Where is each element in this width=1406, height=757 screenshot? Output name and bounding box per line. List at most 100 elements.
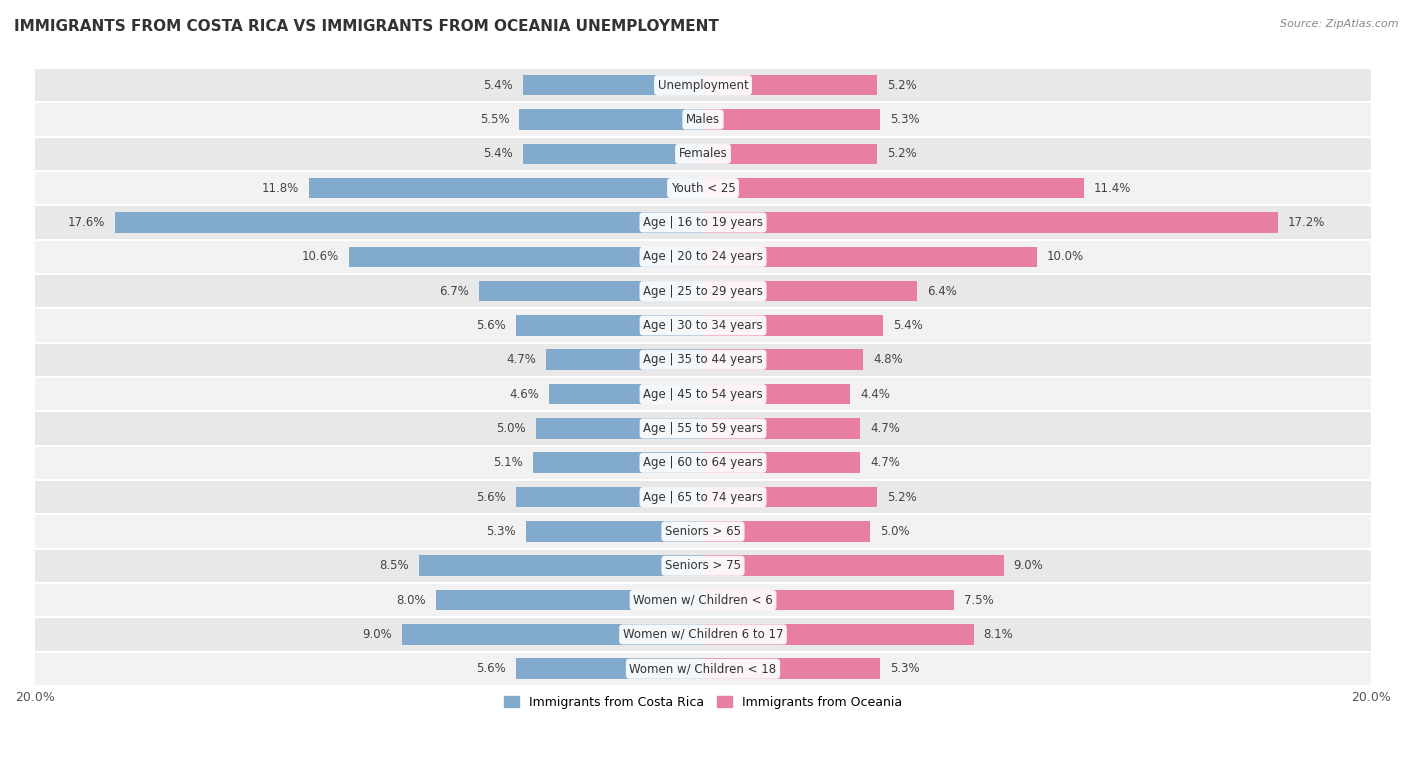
Bar: [516, 659, 703, 679]
Bar: [703, 178, 1084, 198]
Text: Seniors > 75: Seniors > 75: [665, 559, 741, 572]
Bar: [35, 480, 1371, 514]
Text: Women w/ Children 6 to 17: Women w/ Children 6 to 17: [623, 628, 783, 641]
Text: Women w/ Children < 18: Women w/ Children < 18: [630, 662, 776, 675]
Text: 9.0%: 9.0%: [1014, 559, 1043, 572]
Bar: [526, 521, 703, 542]
Text: Age | 20 to 24 years: Age | 20 to 24 years: [643, 251, 763, 263]
Text: 4.7%: 4.7%: [870, 456, 900, 469]
Bar: [550, 384, 703, 404]
Text: 5.4%: 5.4%: [482, 79, 513, 92]
Text: Age | 45 to 54 years: Age | 45 to 54 years: [643, 388, 763, 400]
Text: 17.2%: 17.2%: [1288, 216, 1324, 229]
Bar: [533, 453, 703, 473]
Bar: [703, 521, 870, 542]
Bar: [35, 652, 1371, 686]
Text: Age | 55 to 59 years: Age | 55 to 59 years: [643, 422, 763, 435]
Text: 5.0%: 5.0%: [496, 422, 526, 435]
Bar: [35, 411, 1371, 446]
Bar: [419, 556, 703, 576]
Bar: [703, 590, 953, 610]
Text: 5.2%: 5.2%: [887, 148, 917, 160]
Bar: [35, 583, 1371, 617]
Bar: [35, 343, 1371, 377]
Text: 5.6%: 5.6%: [477, 662, 506, 675]
Bar: [536, 418, 703, 439]
Text: Seniors > 65: Seniors > 65: [665, 525, 741, 538]
Bar: [703, 659, 880, 679]
Bar: [523, 144, 703, 164]
Text: 4.7%: 4.7%: [870, 422, 900, 435]
Bar: [519, 109, 703, 129]
Bar: [35, 308, 1371, 343]
Bar: [349, 247, 703, 267]
Text: Age | 65 to 74 years: Age | 65 to 74 years: [643, 491, 763, 503]
Text: 8.1%: 8.1%: [984, 628, 1014, 641]
Text: 5.4%: 5.4%: [482, 148, 513, 160]
Bar: [703, 109, 880, 129]
Text: 5.4%: 5.4%: [893, 319, 924, 332]
Bar: [35, 617, 1371, 652]
Bar: [35, 549, 1371, 583]
Bar: [516, 315, 703, 336]
Bar: [35, 240, 1371, 274]
Bar: [35, 102, 1371, 137]
Bar: [703, 247, 1038, 267]
Text: 6.4%: 6.4%: [927, 285, 956, 298]
Text: Source: ZipAtlas.com: Source: ZipAtlas.com: [1281, 19, 1399, 29]
Bar: [35, 514, 1371, 549]
Bar: [35, 171, 1371, 205]
Text: Age | 16 to 19 years: Age | 16 to 19 years: [643, 216, 763, 229]
Bar: [479, 281, 703, 301]
Text: Age | 35 to 44 years: Age | 35 to 44 years: [643, 354, 763, 366]
Legend: Immigrants from Costa Rica, Immigrants from Oceania: Immigrants from Costa Rica, Immigrants f…: [499, 690, 907, 714]
Bar: [35, 68, 1371, 102]
Text: 5.3%: 5.3%: [486, 525, 516, 538]
Text: 10.0%: 10.0%: [1047, 251, 1084, 263]
Bar: [309, 178, 703, 198]
Text: Unemployment: Unemployment: [658, 79, 748, 92]
Text: 5.0%: 5.0%: [880, 525, 910, 538]
Bar: [35, 205, 1371, 240]
Text: 5.3%: 5.3%: [890, 113, 920, 126]
Bar: [703, 144, 877, 164]
Text: 8.0%: 8.0%: [396, 593, 426, 606]
Text: Females: Females: [679, 148, 727, 160]
Bar: [703, 281, 917, 301]
Text: 11.8%: 11.8%: [262, 182, 299, 195]
Bar: [115, 212, 703, 232]
Text: Age | 25 to 29 years: Age | 25 to 29 years: [643, 285, 763, 298]
Bar: [703, 556, 1004, 576]
Text: 4.7%: 4.7%: [506, 354, 536, 366]
Text: 4.6%: 4.6%: [509, 388, 540, 400]
Bar: [35, 137, 1371, 171]
Text: Age | 30 to 34 years: Age | 30 to 34 years: [643, 319, 763, 332]
Bar: [703, 418, 860, 439]
Bar: [703, 624, 973, 645]
Text: 5.5%: 5.5%: [479, 113, 509, 126]
Text: IMMIGRANTS FROM COSTA RICA VS IMMIGRANTS FROM OCEANIA UNEMPLOYMENT: IMMIGRANTS FROM COSTA RICA VS IMMIGRANTS…: [14, 19, 718, 34]
Bar: [703, 75, 877, 95]
Text: Women w/ Children < 6: Women w/ Children < 6: [633, 593, 773, 606]
Bar: [35, 446, 1371, 480]
Text: Males: Males: [686, 113, 720, 126]
Bar: [523, 75, 703, 95]
Bar: [703, 212, 1278, 232]
Bar: [402, 624, 703, 645]
Bar: [35, 377, 1371, 411]
Text: 5.6%: 5.6%: [477, 491, 506, 503]
Bar: [703, 453, 860, 473]
Text: 11.4%: 11.4%: [1094, 182, 1132, 195]
Text: 4.4%: 4.4%: [860, 388, 890, 400]
Text: 6.7%: 6.7%: [439, 285, 470, 298]
Text: 5.2%: 5.2%: [887, 491, 917, 503]
Bar: [516, 487, 703, 507]
Text: 10.6%: 10.6%: [302, 251, 339, 263]
Bar: [703, 315, 883, 336]
Text: 17.6%: 17.6%: [67, 216, 105, 229]
Text: 9.0%: 9.0%: [363, 628, 392, 641]
Bar: [436, 590, 703, 610]
Bar: [35, 274, 1371, 308]
Text: 5.3%: 5.3%: [890, 662, 920, 675]
Bar: [703, 487, 877, 507]
